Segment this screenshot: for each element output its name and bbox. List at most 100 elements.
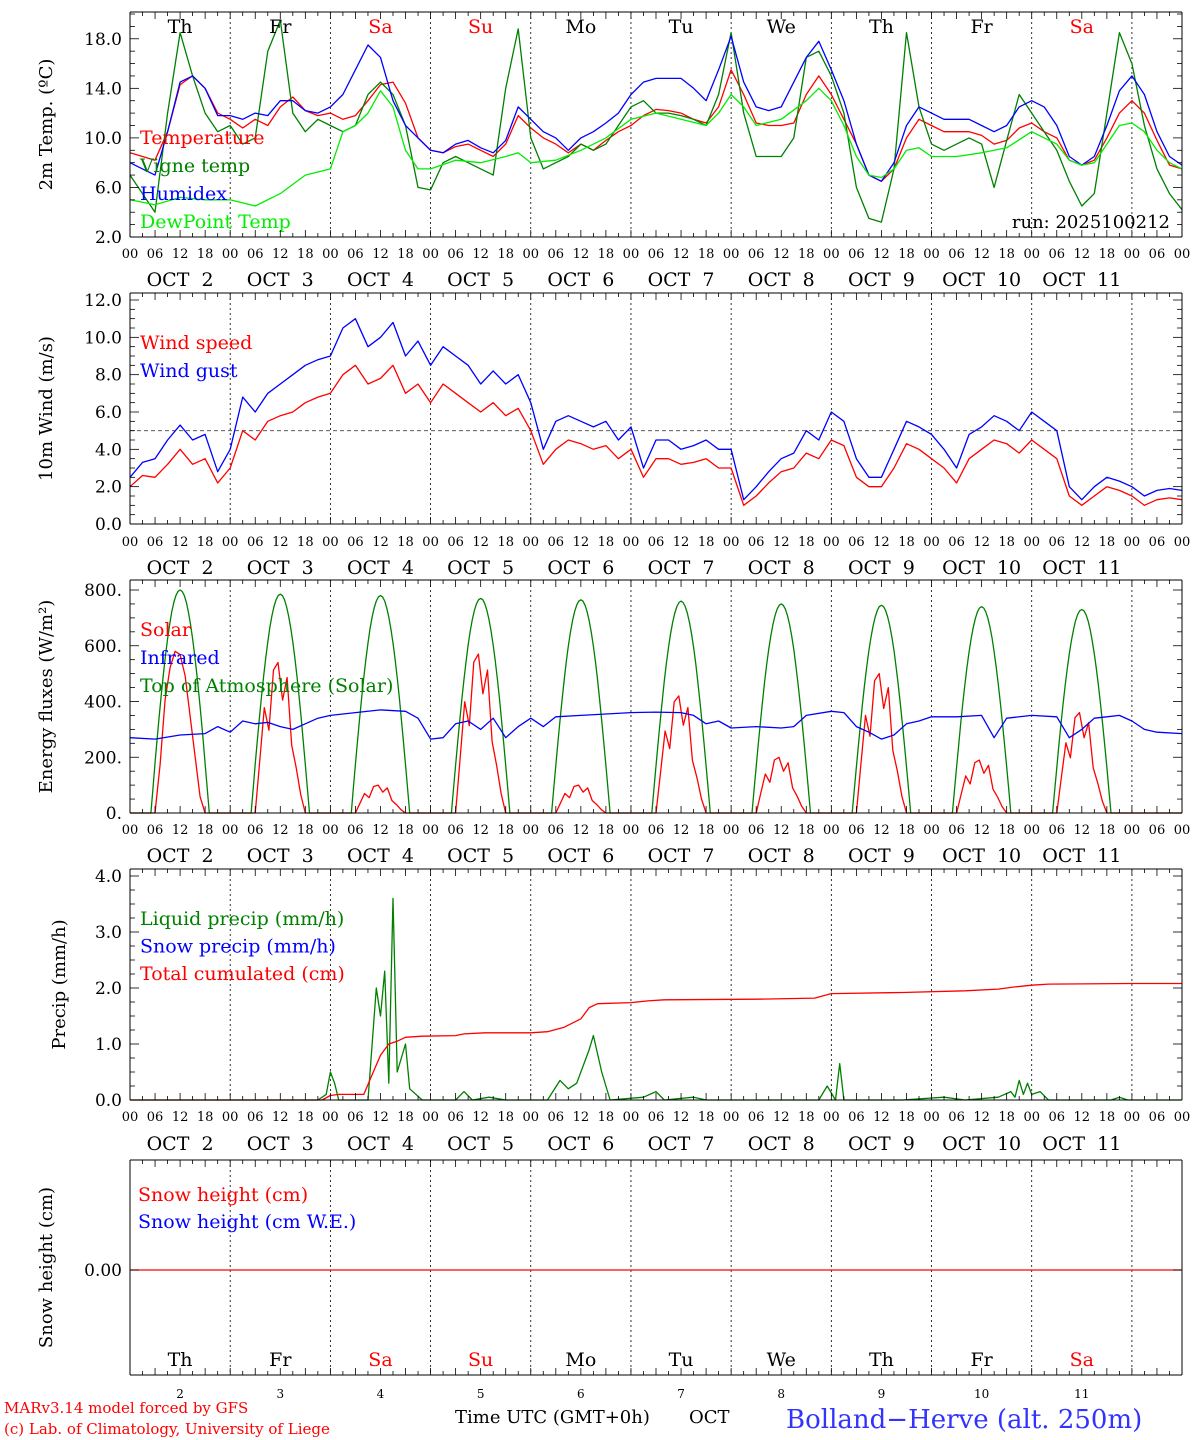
legend-entry: Infrared: [140, 647, 220, 669]
hour-tick-label: 00: [122, 535, 139, 550]
date-tick-label: OCT 5: [447, 557, 514, 579]
hour-tick-label: 18: [497, 247, 514, 262]
hour-tick-label: 12: [773, 823, 790, 838]
hour-tick-label: 06: [1048, 247, 1065, 262]
y-tick-label: 0.0: [95, 515, 122, 535]
y-tick-label: 8.0: [95, 366, 122, 386]
hour-tick-label: 18: [1099, 247, 1116, 262]
date-tick-label: OCT 11: [1042, 1133, 1121, 1155]
hour-tick-label: 06: [848, 247, 865, 262]
day-name-label: Sa: [368, 1349, 392, 1371]
hour-tick-label: 00: [1124, 535, 1141, 550]
hour-tick-label: 06: [848, 1110, 865, 1125]
hour-tick-label: 00: [322, 1110, 339, 1125]
date-tick-label: OCT 3: [247, 1133, 314, 1155]
hour-tick-label: 12: [172, 535, 189, 550]
y-tick-label: 2.0: [95, 228, 122, 248]
legend-entry: Top of Atmosphere (Solar): [140, 675, 393, 697]
hour-tick-label: 18: [998, 1110, 1015, 1125]
day-name-label: We: [767, 1349, 796, 1371]
hour-tick-label: 00: [823, 535, 840, 550]
y-axis-label: Snow height (cm): [36, 1187, 57, 1348]
hour-tick-label: 18: [798, 1110, 815, 1125]
day-name-label: Th: [869, 1349, 894, 1371]
hour-tick-label: 00: [1023, 247, 1040, 262]
date-tick-label: OCT 6: [547, 845, 614, 867]
y-tick-label: 2.0: [95, 478, 122, 498]
hour-tick-label: 00: [422, 823, 439, 838]
y-tick-label: 0.00: [84, 1261, 122, 1281]
hour-tick-label: 12: [873, 823, 890, 838]
date-tick-label: OCT 10: [942, 269, 1021, 291]
hour-tick-label: 00: [122, 1110, 139, 1125]
day-number-label: 5: [477, 1387, 485, 1401]
hour-tick-label: 18: [698, 1110, 715, 1125]
hour-tick-label: 18: [397, 1110, 414, 1125]
legend-entry: Temperature: [140, 127, 264, 149]
hour-tick-label: 12: [973, 247, 990, 262]
hour-tick-label: 06: [247, 823, 264, 838]
time-axis-label: Time UTC (GMT+0h): [455, 1407, 650, 1428]
hour-tick-label: 06: [347, 247, 364, 262]
legend-entry: Wind speed: [140, 332, 252, 354]
hour-tick-label: 06: [948, 823, 965, 838]
date-tick-label: OCT 5: [447, 1133, 514, 1155]
day-name-label: Fr: [269, 16, 292, 38]
hour-tick-label: 18: [397, 823, 414, 838]
date-tick-label: OCT 7: [648, 269, 715, 291]
y-tick-label: 4.0: [95, 867, 122, 887]
hour-tick-label: 12: [372, 823, 389, 838]
hour-tick-label: 18: [297, 535, 314, 550]
day-name-label: Th: [168, 16, 193, 38]
hour-tick-label: 06: [447, 535, 464, 550]
hour-tick-label: 00: [222, 1110, 239, 1125]
day-name-label: We: [767, 16, 796, 38]
hour-tick-label: 06: [848, 535, 865, 550]
y-axis-label: Precip (mm/h): [49, 919, 70, 1049]
hour-tick-label: 00: [923, 823, 940, 838]
legend-entry: Humidex: [140, 183, 227, 205]
day-number-label: 7: [677, 1387, 685, 1401]
hour-tick-label: 18: [998, 535, 1015, 550]
hour-tick-label: 12: [973, 1110, 990, 1125]
hour-tick-label: 18: [898, 247, 915, 262]
hour-tick-label: 18: [197, 1110, 214, 1125]
date-tick-label: OCT 6: [547, 269, 614, 291]
hour-tick-label: 06: [648, 535, 665, 550]
hour-tick-label: 00: [823, 1110, 840, 1125]
y-tick-label: 1.0: [95, 1035, 122, 1055]
hour-tick-label: 06: [748, 1110, 765, 1125]
hour-tick-label: 06: [1149, 823, 1166, 838]
day-number-label: 10: [974, 1387, 989, 1401]
hour-tick-label: 18: [497, 535, 514, 550]
y-axis-label: 10m Wind (m/s): [36, 336, 57, 481]
series-wind-gust: [129, 318, 1183, 501]
date-tick-label: OCT 2: [147, 845, 214, 867]
hour-tick-label: 00: [322, 535, 339, 550]
hour-tick-label: 12: [873, 535, 890, 550]
hour-tick-label: 06: [147, 535, 164, 550]
hour-tick-label: 06: [147, 247, 164, 262]
hour-tick-label: 06: [1149, 1110, 1166, 1125]
day-name-label: Su: [468, 1349, 493, 1371]
date-tick-label: OCT 9: [848, 1133, 915, 1155]
legend-entry: Snow height (cm W.E.): [138, 1211, 356, 1233]
date-tick-label: OCT 10: [942, 557, 1021, 579]
date-tick-label: OCT 4: [347, 1133, 414, 1155]
hour-tick-label: 00: [1174, 823, 1191, 838]
hour-tick-label: 18: [798, 823, 815, 838]
hour-tick-label: 18: [197, 823, 214, 838]
hour-tick-label: 18: [998, 247, 1015, 262]
y-tick-label: 0.: [106, 804, 122, 824]
hour-tick-label: 06: [1048, 535, 1065, 550]
day-name-label: Tu: [669, 1349, 694, 1371]
hour-tick-label: 00: [823, 823, 840, 838]
date-tick-label: OCT 9: [848, 269, 915, 291]
series-temperature: [129, 69, 1183, 182]
hour-tick-label: 18: [998, 823, 1015, 838]
hour-tick-label: 00: [1124, 247, 1141, 262]
hour-tick-label: 06: [1149, 247, 1166, 262]
hour-tick-label: 18: [497, 1110, 514, 1125]
hour-tick-label: 12: [673, 823, 690, 838]
